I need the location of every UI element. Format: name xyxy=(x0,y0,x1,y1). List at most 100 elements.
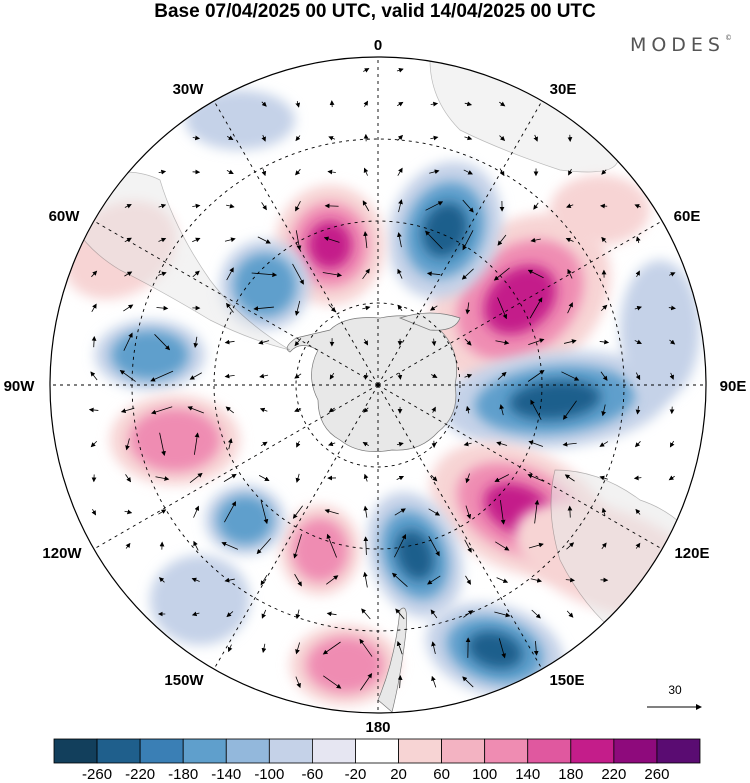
colorbar-label: -20 xyxy=(345,766,367,783)
meridian-line xyxy=(93,384,379,550)
wind-arrow xyxy=(261,202,267,211)
wind-arrow xyxy=(324,508,339,515)
wind-arrow xyxy=(635,406,641,415)
wind-arrow xyxy=(567,302,573,314)
wind-vectors xyxy=(88,67,676,691)
south-america xyxy=(59,171,291,351)
anomaly-neg-140W xyxy=(205,485,285,555)
wind-arrow xyxy=(363,338,369,346)
wind-arrow xyxy=(251,272,278,278)
wind-arrow xyxy=(151,406,173,415)
wind-arrow xyxy=(124,237,132,243)
wind-arrow xyxy=(499,404,505,416)
wind-arrow xyxy=(226,267,234,281)
wind-arrow xyxy=(562,441,577,447)
wind-arrow xyxy=(88,407,99,413)
wind-arrow xyxy=(224,501,236,523)
chart-title: Base 07/04/2025 00 UTC, valid 14/04/2025… xyxy=(154,1,596,22)
wind-arrow xyxy=(494,611,511,618)
wind-arrow xyxy=(224,339,235,345)
wind-arrow xyxy=(496,441,508,446)
wind-arrow xyxy=(260,441,268,447)
colorbar-swatch xyxy=(53,738,98,764)
wind-arrow xyxy=(429,169,440,175)
anomaly-contour xyxy=(217,495,273,545)
wind-arrow xyxy=(226,135,234,141)
colorbar-swatch xyxy=(182,738,227,764)
wind-arrow xyxy=(322,641,341,655)
anomaly-neg-30E xyxy=(388,161,502,299)
wind-arrow xyxy=(634,204,641,209)
colorbar-swatch xyxy=(96,738,141,764)
wind-arrow xyxy=(498,638,506,659)
wind-arrow xyxy=(192,270,200,278)
brand-name: MODES xyxy=(629,34,725,56)
wind-arrow xyxy=(260,574,268,586)
wind-arrow xyxy=(427,575,441,585)
anomaly-contour xyxy=(185,90,295,150)
wind-arrow xyxy=(159,432,166,457)
wind-arrow xyxy=(295,473,301,483)
colorbar-swatch xyxy=(268,738,313,764)
wind-arrow xyxy=(635,542,641,549)
colorbar-swatch xyxy=(139,738,184,764)
wind-arrow xyxy=(600,304,608,312)
wind-arrow xyxy=(363,167,369,176)
wind-arrow xyxy=(562,400,577,420)
lon-label-60E: 60E xyxy=(674,208,701,225)
wind-arrow xyxy=(124,509,133,515)
anomaly-contour xyxy=(509,380,601,420)
wind-arrow xyxy=(530,577,542,583)
wind-arrow xyxy=(227,438,233,450)
colorbar-swatch xyxy=(570,738,615,764)
land-masses xyxy=(59,59,706,713)
wind-arrow xyxy=(463,441,472,447)
wind-arrow xyxy=(261,168,267,177)
wind-arrow xyxy=(499,168,505,177)
wind-arrow xyxy=(669,440,675,448)
wind-arrow xyxy=(464,135,473,141)
colorbar-swatches xyxy=(53,738,701,764)
wind-arrow xyxy=(91,335,97,348)
wind-arrow xyxy=(527,473,544,482)
anomaly-pos-100W xyxy=(110,395,240,485)
wind-arrow xyxy=(362,268,370,280)
wind-arrow xyxy=(634,339,642,344)
wind-arrow xyxy=(495,541,510,551)
wind-arrow xyxy=(295,201,301,212)
wind-arrow xyxy=(395,608,405,620)
wind-arrow xyxy=(261,134,266,142)
wind-arrow xyxy=(361,608,371,620)
wind-arrow xyxy=(155,476,170,481)
wind-arrow xyxy=(362,441,369,447)
wind-arrow xyxy=(360,673,373,691)
wind-arrow xyxy=(125,438,130,451)
wind-arrow xyxy=(363,231,368,249)
wind-arrow xyxy=(397,268,403,279)
meridian-line xyxy=(377,384,663,550)
graticule xyxy=(50,57,706,713)
wind-arrow xyxy=(601,169,607,175)
anomaly-contour xyxy=(150,555,250,645)
wind-arrow xyxy=(669,372,674,380)
wind-arrow xyxy=(124,204,132,209)
colorbar-label: 100 xyxy=(472,766,497,783)
colorbar-label: 180 xyxy=(558,766,583,783)
wind-arrow xyxy=(669,339,676,345)
wind-arrow xyxy=(499,500,506,525)
colorbar-label: 60 xyxy=(433,766,450,783)
wind-arrow xyxy=(463,169,473,175)
wind-arrow xyxy=(529,297,543,319)
wind-arrow xyxy=(396,67,404,73)
anomaly-neg-135W xyxy=(150,555,250,645)
colorbar-swatch xyxy=(311,738,356,764)
wind-arrow xyxy=(634,441,641,448)
wind-arrow xyxy=(258,340,270,345)
wind-arrow xyxy=(363,505,369,518)
wind-arrow xyxy=(601,236,607,243)
wind-arrow xyxy=(564,474,575,482)
meridian-line xyxy=(213,100,379,386)
wind-arrow xyxy=(462,199,474,213)
wind-arrow xyxy=(568,168,573,176)
